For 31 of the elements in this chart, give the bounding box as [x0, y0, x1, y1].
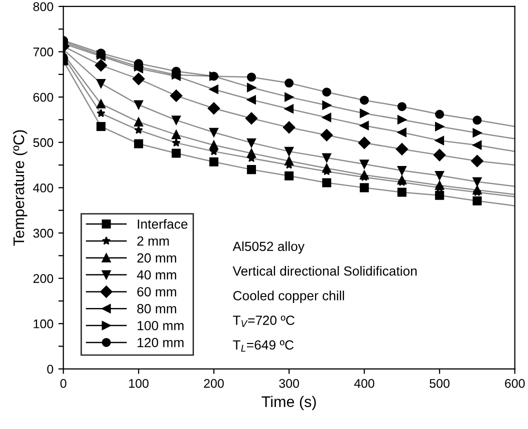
legend-label: 100 mm — [138, 320, 184, 330]
y-tick-label: 300 — [33, 228, 54, 238]
legend-label: 2 mm — [137, 236, 169, 246]
y-tick-label: 200 — [33, 274, 54, 283]
x-tick-label: 300 — [279, 378, 300, 388]
y-tick-label: 700 — [33, 48, 54, 56]
x-tick-label: 200 — [204, 378, 224, 388]
legend-label: 80 mm — [137, 304, 176, 314]
y-tick-label: 800 — [33, 2, 54, 12]
legend-label: 20 mm — [137, 253, 176, 263]
y-tick-label: 0 — [47, 364, 54, 374]
legend-label: Interface — [138, 219, 188, 229]
x-axis-title: Time (s) — [262, 396, 316, 410]
x-tick-label: 400 — [354, 378, 374, 388]
x-tick-label: 100 — [129, 378, 149, 388]
y-axis-title: Temperature (ºC) — [12, 130, 28, 246]
x-tick-label: 600 — [505, 378, 525, 388]
y-tick-label: 100 — [34, 319, 54, 328]
x-tick-label: 0 — [60, 378, 66, 388]
legend-label: 60 mm — [137, 287, 176, 296]
annotation: T$_{V}$=720 ºC — [232, 316, 295, 328]
x-tick-label: 500 — [430, 378, 450, 388]
legend-label: 120 mm — [138, 338, 184, 348]
y-tick-label: 600 — [33, 92, 54, 102]
annotation: Cooled copper chill — [233, 290, 344, 303]
y-tick-label: 400 — [33, 183, 54, 192]
y-tick-label: 500 — [33, 138, 54, 148]
annotation: Al5052 alloy — [232, 241, 305, 254]
legend-label: 40 mm — [136, 270, 176, 280]
annotation: Vertical directional Solidification — [232, 266, 417, 276]
annotation: T$_{L}$=649 ºC — [232, 340, 294, 352]
